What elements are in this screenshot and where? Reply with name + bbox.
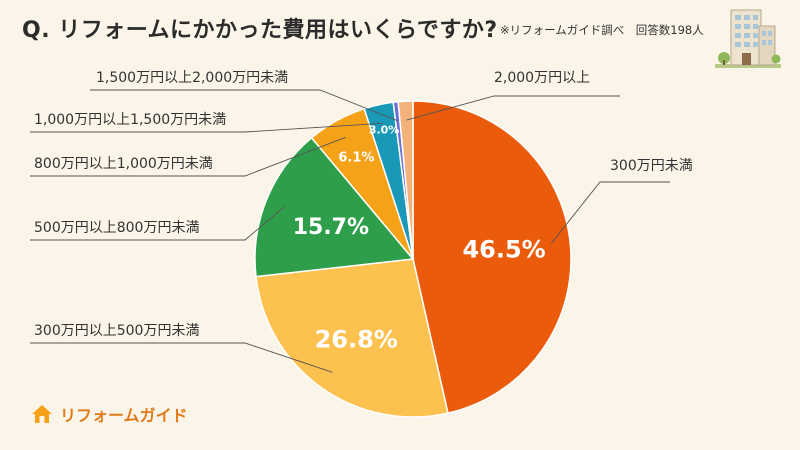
logo: リフォームガイド	[30, 402, 188, 426]
slice-label-3: 500万円以上800万円未満	[34, 220, 199, 236]
pie-slice-7	[397, 100, 414, 260]
page-title: Q. リフォームにかかった費用はいくらですか?	[22, 18, 498, 43]
house-icon	[32, 405, 52, 423]
slice-value-5: 3.0%	[369, 123, 400, 136]
leader-line-4	[30, 136, 346, 177]
pie-slice-3	[254, 136, 415, 278]
pie-slice-1	[412, 100, 572, 414]
pie-slice-2	[255, 258, 449, 418]
slice-label-5: 1,000万円以上1,500万円未満	[34, 112, 226, 128]
slice-value-2: 26.8%	[315, 325, 398, 353]
leader-line-3	[30, 206, 285, 241]
leader-line-7	[406, 95, 620, 121]
slice-label-1: 300万円未満	[610, 158, 693, 174]
slice-label-6: 1,500万円以上2,000万円未満	[96, 70, 288, 86]
leader-line-5	[30, 122, 383, 133]
leader-line-1	[550, 181, 670, 244]
logo-text: リフォームガイド	[60, 406, 188, 425]
slice-value-1: 46.5%	[462, 235, 545, 263]
slice-label-4: 800万円以上1,000万円未満	[34, 156, 213, 172]
slice-label-7: 2,000万円以上	[494, 70, 590, 86]
source-note: ※リフォームガイド調べ 回答数198人	[500, 23, 704, 37]
slice-value-4: 6.1%	[338, 150, 374, 165]
leader-line-6	[90, 89, 398, 122]
building-icon	[715, 9, 781, 68]
slice-value-3: 15.7%	[293, 215, 369, 240]
slice-label-2: 300万円以上500万円未満	[34, 323, 199, 339]
leader-line-2	[30, 342, 333, 373]
